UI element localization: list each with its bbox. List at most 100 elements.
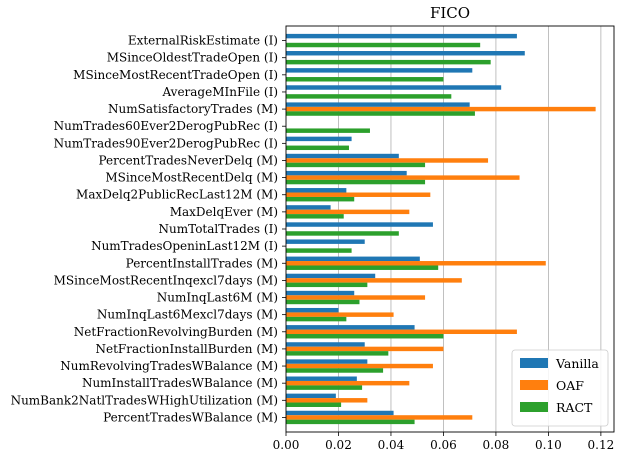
y-tick-label: MSinceMostRecentTradeOpen (I) xyxy=(73,68,278,82)
x-tick-label: 0.00 xyxy=(273,438,300,452)
y-tick-label: PercentInstallTrades (M) xyxy=(126,256,278,270)
y-tick-label: MSinceMostRecentInqexcl7days (M) xyxy=(54,273,278,287)
bar-vanilla xyxy=(286,136,352,142)
y-tick-label: PercentTradesWBalance (M) xyxy=(103,410,278,424)
y-tick-label: NetFractionRevolvingBurden (M) xyxy=(74,325,278,339)
bar-vanilla xyxy=(286,410,394,416)
bar-oaf xyxy=(286,261,546,266)
bar-vanilla xyxy=(286,290,355,296)
x-axis: 0.00 0.02 0.04 0.06 0.08 0.10 0.12 xyxy=(273,432,615,452)
legend-label: Vanilla xyxy=(555,356,599,371)
bar-ract xyxy=(286,334,444,339)
y-tick-label: NumRevolvingTradesWBalance (M) xyxy=(60,359,278,373)
bar-ract xyxy=(286,385,363,390)
bar-ract xyxy=(286,196,355,202)
y-tick-label: NumTrades90Ever2DerogPubRec (I) xyxy=(54,136,278,150)
y-tick-label: ExternalRiskEstimate (I) xyxy=(128,34,278,48)
x-tick-label: 0.06 xyxy=(430,438,457,452)
bar-ract xyxy=(286,145,349,151)
bar-oaf xyxy=(286,346,444,352)
bar-ract xyxy=(286,94,452,99)
bar-ract xyxy=(286,231,399,236)
bar-vanilla xyxy=(286,239,365,244)
legend-swatch xyxy=(520,358,548,368)
bar-vanilla xyxy=(286,256,420,262)
bar-vanilla xyxy=(286,359,368,364)
x-tick-label: 0.12 xyxy=(588,438,615,452)
bar-ract xyxy=(286,214,344,219)
legend-label: OAF xyxy=(556,378,584,393)
bar-vanilla xyxy=(286,393,336,399)
x-tick-label: 0.04 xyxy=(378,438,405,452)
legend: Vanilla OAF RACT xyxy=(511,349,609,427)
bar-ract xyxy=(286,162,426,168)
bar-vanilla xyxy=(286,85,502,90)
y-tick-label: PercentTradesNeverDelq (M) xyxy=(98,153,278,167)
bar-oaf xyxy=(286,175,520,180)
bar-oaf xyxy=(286,312,394,317)
bar-ract xyxy=(286,351,389,356)
bar-ract xyxy=(286,248,352,253)
bar-oaf xyxy=(286,106,596,112)
y-axis: ExternalRiskEstimate (I) MSinceOldestTrad… xyxy=(11,34,286,424)
bar-ract xyxy=(286,111,475,116)
bar-vanilla xyxy=(286,188,347,193)
y-tick-label: MaxDelqEver (M) xyxy=(170,205,278,219)
bar-oaf xyxy=(286,363,433,369)
bar-vanilla xyxy=(286,51,525,56)
y-tick-label: NumTradesOpeninLast12M (I) xyxy=(91,239,278,253)
bar-vanilla xyxy=(286,33,517,39)
y-tick-label: AverageMInFile (I) xyxy=(161,85,278,99)
bar-ract xyxy=(286,59,491,65)
bar-oaf xyxy=(286,192,431,197)
bar-oaf xyxy=(286,295,426,300)
bar-oaf xyxy=(286,209,410,215)
bar-oaf xyxy=(286,158,489,163)
bar-ract xyxy=(286,419,415,425)
y-tick-label: NumSatisfactoryTrades (M) xyxy=(108,102,278,116)
bars xyxy=(286,33,596,425)
legend-swatch xyxy=(520,402,548,412)
y-tick-label: MSinceOldestTradeOpen (I) xyxy=(107,51,278,65)
x-tick-label: 0.08 xyxy=(483,438,510,452)
x-tick-label: 0.02 xyxy=(325,438,352,452)
bar-ract xyxy=(286,402,342,407)
bar-ract xyxy=(286,368,384,373)
bar-vanilla xyxy=(286,342,365,347)
x-tick-label: 0.10 xyxy=(535,438,562,452)
bar-ract xyxy=(286,42,481,48)
y-tick-label: NumInstallTradesWBalance (M) xyxy=(82,376,278,390)
y-tick-label: NumTrades60Ever2DerogPubRec (I) xyxy=(54,119,278,133)
bar-oaf xyxy=(286,380,410,386)
bar-vanilla xyxy=(286,153,399,159)
y-tick-label: NumInqLast6M (M) xyxy=(157,291,278,305)
y-tick-label: NetFractionInstallBurden (M) xyxy=(95,342,278,356)
bar-vanilla xyxy=(286,273,376,279)
bar-vanilla xyxy=(286,102,470,107)
bar-ract xyxy=(286,299,360,305)
bar-vanilla xyxy=(286,376,357,381)
bar-ract xyxy=(286,128,370,133)
legend-swatch xyxy=(520,380,548,390)
y-tick-label: MSinceMostRecentDelq (M) xyxy=(105,171,278,185)
bar-oaf xyxy=(286,415,473,420)
bar-vanilla xyxy=(286,205,331,210)
bar-ract xyxy=(286,282,368,288)
y-tick-label: NumTotalTrades (I) xyxy=(159,222,278,236)
bar-ract xyxy=(286,179,426,185)
chart-title: FICO xyxy=(430,4,470,22)
bar-oaf xyxy=(286,278,462,283)
bar-vanilla xyxy=(286,222,433,227)
bar-vanilla xyxy=(286,325,415,330)
bar-vanilla xyxy=(286,68,473,73)
legend-label: RACT xyxy=(556,400,593,415)
bar-vanilla xyxy=(286,170,407,176)
bar-oaf xyxy=(286,329,517,335)
bar-ract xyxy=(286,316,347,322)
bar-ract xyxy=(286,77,444,82)
bar-ract xyxy=(286,265,439,270)
bar-vanilla xyxy=(286,307,339,313)
y-tick-label: MaxDelq2PublicRecLast12M (M) xyxy=(76,188,278,202)
bar-oaf xyxy=(286,398,368,403)
